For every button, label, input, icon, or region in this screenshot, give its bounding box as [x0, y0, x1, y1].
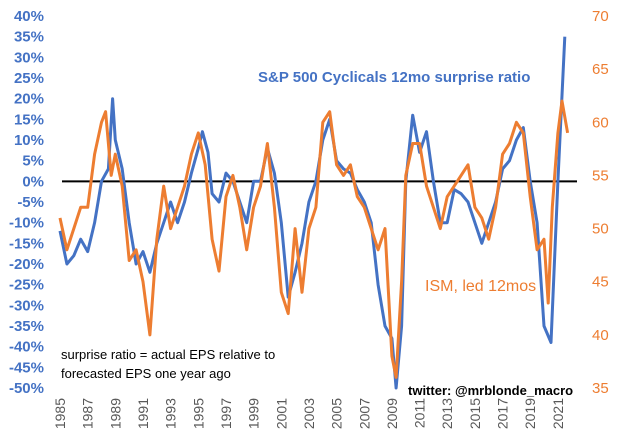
ism-line	[58, 99, 570, 379]
left-axis-tick: 10%	[14, 132, 44, 149]
x-axis-tick: 1993	[163, 398, 179, 429]
x-axis-tick: 2019	[522, 398, 538, 429]
left-axis-ticks: 40% 35% 30% 25% 20% 15% 10% 5% 0% -5% -10% -15% -20%…	[9, 8, 44, 397]
left-axis-tick: -40%	[9, 339, 44, 356]
left-axis-tick: -25%	[9, 277, 44, 294]
left-axis-tick: -50%	[9, 380, 44, 397]
left-axis-tick: 0%	[22, 173, 44, 190]
credit-label: twitter: @mrblonde_macro	[408, 383, 573, 398]
series-lines	[58, 36, 570, 390]
right-axis-tick: 65	[592, 61, 609, 78]
left-axis-tick: -15%	[9, 235, 44, 252]
left-axis-tick: -45%	[9, 359, 44, 376]
right-axis-tick: 70	[592, 8, 609, 25]
left-axis-tick: 5%	[22, 153, 44, 170]
note-line-2: forecasted EPS one year ago	[61, 366, 231, 381]
x-axis-tick: 2009	[384, 398, 400, 429]
x-axis-tick: 1997	[218, 398, 234, 429]
left-axis-tick: -30%	[9, 297, 44, 314]
note-line-1: surprise ratio = actual EPS relative to	[61, 347, 275, 362]
left-axis-tick: 15%	[14, 111, 44, 128]
x-axis-tick: 1989	[107, 398, 123, 429]
right-axis-tick: 35	[592, 380, 609, 397]
x-axis-tick: 2021	[550, 398, 566, 429]
left-axis-tick: 20%	[14, 91, 44, 108]
blue-series-label: S&P 500 Cyclicals 12mo surprise ratio	[258, 69, 530, 86]
right-axis-tick: 45	[592, 274, 609, 291]
x-axis-tick: 2017	[495, 398, 511, 429]
right-axis-tick: 55	[592, 167, 609, 184]
orange-series-label: ISM, led 12mos	[425, 278, 536, 295]
x-axis-tick: 2015	[467, 398, 483, 429]
x-axis-tick: 2007	[356, 398, 372, 429]
x-axis-tick: 2003	[301, 398, 317, 429]
left-axis-tick: -5%	[17, 194, 44, 211]
x-axis-tick: 2013	[439, 398, 455, 429]
left-axis-tick: -10%	[9, 215, 44, 232]
left-axis-tick: -20%	[9, 256, 44, 273]
right-axis-tick: 50	[592, 221, 609, 238]
x-axis-tick: 2005	[329, 398, 345, 429]
left-axis-tick: 25%	[14, 70, 44, 87]
left-axis-tick: -35%	[9, 318, 44, 335]
x-axis-tick: 1985	[52, 398, 68, 429]
right-axis-ticks: 70 65 60 55 50 45 40 35	[592, 8, 609, 397]
right-axis-tick: 60	[592, 114, 609, 131]
x-axis-tick: 1999	[246, 398, 262, 429]
x-axis-tick: 1991	[135, 398, 151, 429]
x-axis-tick: 1987	[80, 398, 96, 429]
x-axis-tick: 2001	[273, 398, 289, 429]
left-axis-tick: 30%	[14, 49, 44, 66]
x-axis-tick: 2011	[412, 398, 428, 428]
right-axis-tick: 40	[592, 327, 609, 344]
x-axis-ticks: 1985 1987 1989 1991 1993 1995 1997 1999 2001 2003…	[52, 398, 566, 429]
left-axis-tick: 40%	[14, 8, 44, 25]
left-axis-tick: 35%	[14, 29, 44, 46]
x-axis-tick: 1995	[190, 398, 206, 429]
surprise-ratio-line	[58, 36, 567, 390]
